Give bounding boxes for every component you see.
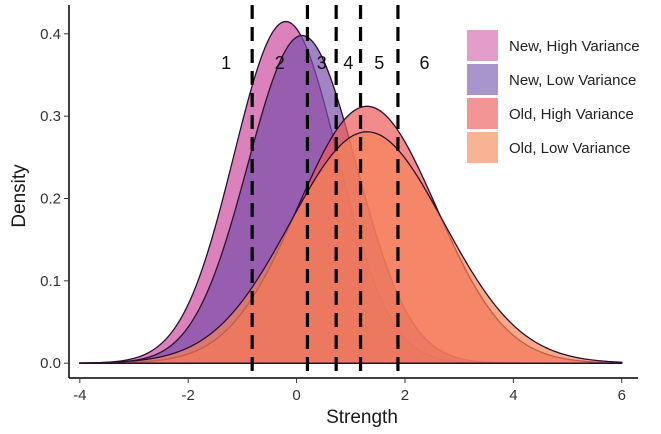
region-label-3: 3 [317,53,327,73]
y-tick-label: 0.2 [40,190,61,207]
legend: New, High Variance New, Low Variance Old, … [467,30,640,163]
legend-swatch-2 [467,64,498,95]
threshold-lines [250,5,400,378]
legend-swatch-1 [467,30,498,61]
y-tick-label: 0.1 [40,273,61,290]
x-tick-label: 2 [401,387,409,404]
x-tick-label: -2 [182,387,195,404]
y-tick-label: 0.0 [40,355,61,372]
x-tick-label: 4 [509,387,517,404]
region-label-1: 1 [221,53,231,73]
plot-area [79,20,623,364]
legend-label-1: New, High Variance [509,38,640,55]
x-tick-label: -4 [73,387,86,404]
legend-swatch-4 [467,132,498,163]
ticks: -4 -2 0 2 4 6 0.0 0.1 0.2 0.3 0.4 [40,26,626,404]
y-tick-label: 0.3 [40,108,61,125]
y-axis-title: Density [9,164,30,228]
density-area-4 [79,131,623,364]
x-axis-title: Strength [326,407,398,428]
legend-label-3: Old, High Variance [509,106,634,123]
y-tick-label: 0.4 [40,26,61,43]
region-label-6: 6 [419,53,429,73]
legend-swatch-3 [467,98,498,129]
region-label-5: 5 [374,53,384,73]
x-tick-label: 6 [618,387,626,404]
region-label-4: 4 [343,53,353,73]
x-tick-label: 0 [292,387,300,404]
legend-label-4: Old, Low Variance [509,140,630,157]
region-label-2: 2 [275,53,285,73]
legend-label-2: New, Low Variance [509,72,636,89]
axes [68,5,638,379]
